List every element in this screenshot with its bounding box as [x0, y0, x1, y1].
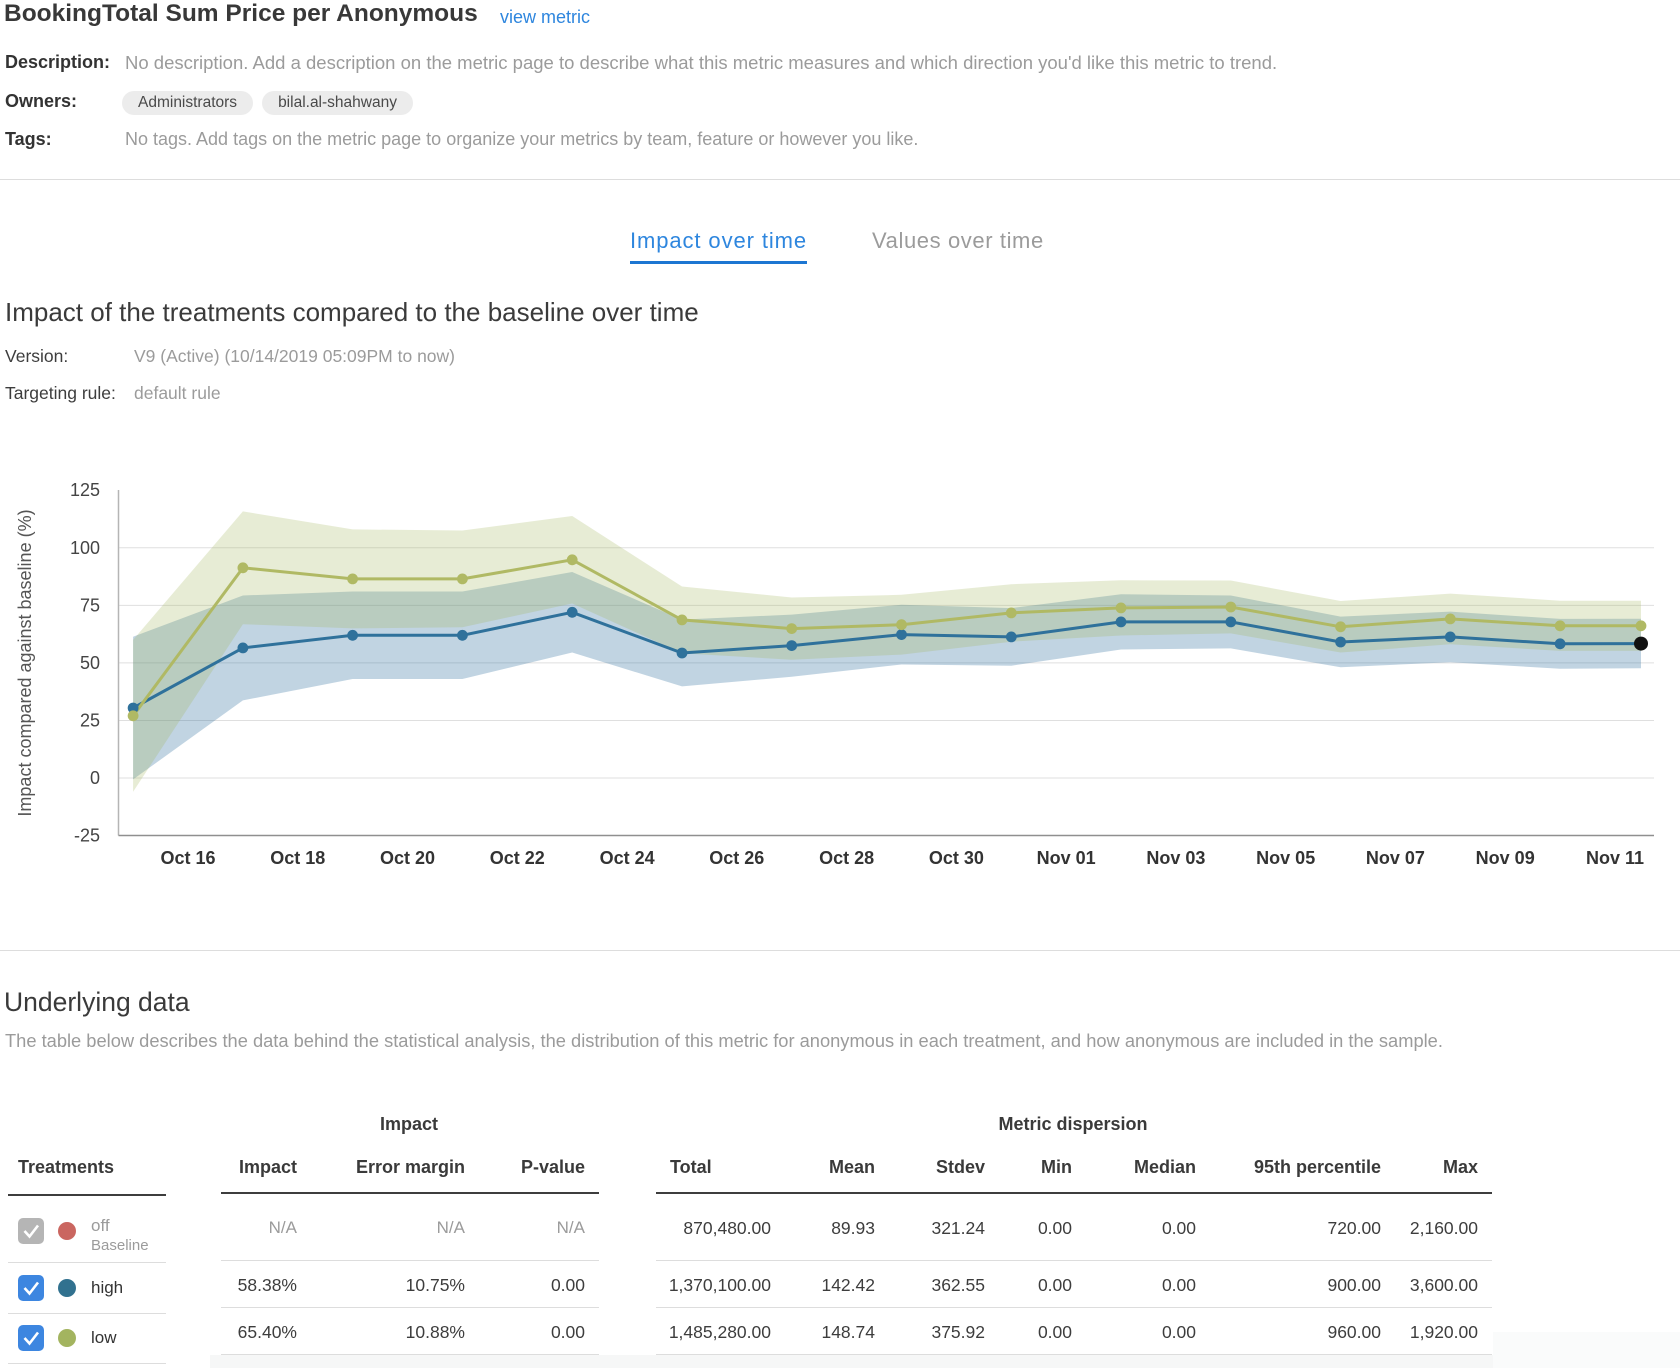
- svg-text:Impact compared against baseli: Impact compared against baseline (%): [15, 509, 35, 816]
- svg-text:Nov 01: Nov 01: [1037, 848, 1096, 868]
- svg-text:Oct 30: Oct 30: [929, 848, 984, 868]
- svg-text:Nov 09: Nov 09: [1476, 848, 1535, 868]
- svg-text:100: 100: [70, 538, 100, 558]
- svg-text:Oct 26: Oct 26: [709, 848, 764, 868]
- svg-text:125: 125: [70, 480, 100, 500]
- svg-text:Nov 05: Nov 05: [1256, 848, 1315, 868]
- svg-text:0: 0: [90, 768, 100, 788]
- svg-text:25: 25: [80, 711, 100, 731]
- svg-text:Oct 20: Oct 20: [380, 848, 435, 868]
- svg-text:Oct 16: Oct 16: [160, 848, 215, 868]
- svg-text:Nov 11: Nov 11: [1586, 848, 1644, 868]
- svg-text:Oct 22: Oct 22: [490, 848, 545, 868]
- svg-text:Oct 18: Oct 18: [270, 848, 325, 868]
- svg-text:Oct 28: Oct 28: [819, 848, 874, 868]
- svg-text:75: 75: [80, 595, 100, 615]
- svg-text:Nov 03: Nov 03: [1146, 848, 1205, 868]
- svg-text:Nov 07: Nov 07: [1366, 848, 1425, 868]
- svg-text:50: 50: [80, 653, 100, 673]
- svg-text:Oct 24: Oct 24: [600, 848, 655, 868]
- svg-text:-25: -25: [74, 826, 100, 846]
